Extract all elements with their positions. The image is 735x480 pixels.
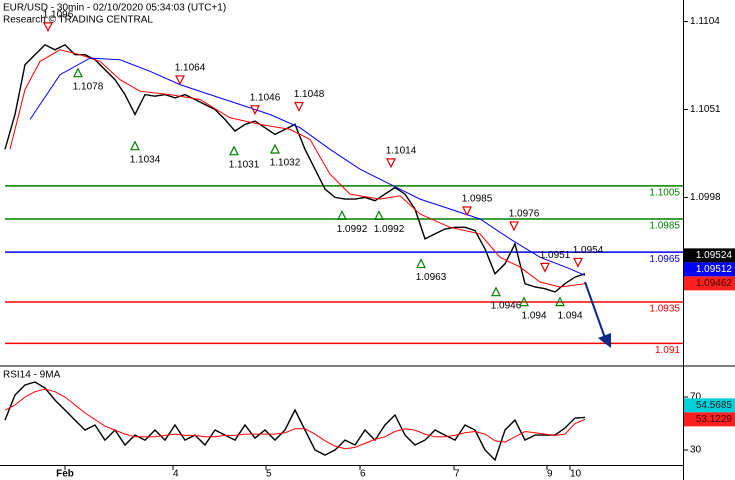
- annotation-label: 1.1031: [229, 159, 260, 170]
- y-tick-label: 30: [690, 445, 702, 456]
- last-value-box: [684, 398, 735, 413]
- annotation-label: 1.094: [521, 310, 546, 321]
- x-tick-label: Feb: [56, 469, 74, 480]
- annotation-label: 1.0976: [509, 209, 540, 220]
- level-label: 1.0935: [649, 304, 680, 315]
- low-marker: [130, 140, 140, 151]
- x-tick-label: 4: [173, 469, 179, 480]
- series-line: [4, 43, 586, 293]
- x-tick-label: 6: [360, 469, 366, 480]
- low-marker: [491, 286, 501, 297]
- low-marker: [416, 258, 426, 269]
- chart-subtitle: Research © TRADING CENTRAL: [3, 15, 153, 26]
- low-marker: [374, 210, 384, 220]
- series-line: [4, 381, 586, 462]
- x-tick-label: 10: [570, 469, 582, 480]
- level-label: 1.1005: [649, 187, 680, 198]
- low-marker: [337, 210, 347, 220]
- low-marker: [519, 296, 529, 307]
- annotation-label: 1.094: [557, 310, 582, 321]
- high-marker: [540, 262, 550, 273]
- series-line: [4, 388, 586, 450]
- last-value-label: 53.1229: [696, 414, 733, 425]
- x-tick-label: 9: [547, 469, 553, 480]
- high-marker: [462, 206, 472, 217]
- annotation-label: 1.1048: [294, 89, 325, 100]
- high-marker: [294, 101, 304, 112]
- high-marker: [175, 75, 185, 86]
- low-marker: [73, 67, 83, 78]
- chart-title: EUR/USD - 30min - 02/10/2020 05:34:03 (U…: [3, 3, 226, 14]
- arrow-head: [598, 333, 611, 348]
- annotation-label: 1.1078: [73, 81, 104, 92]
- annotation-label: 1.0992: [337, 224, 368, 235]
- last-value-box: [684, 276, 735, 291]
- annotation-label: 1.1034: [130, 154, 161, 165]
- level-label: 1.091: [655, 345, 680, 356]
- y-tick-label: 70: [690, 392, 702, 403]
- high-marker: [573, 257, 583, 268]
- annotation-label: 1.0963: [416, 272, 447, 283]
- high-marker: [509, 221, 519, 232]
- annotation-label: 1.1032: [270, 158, 301, 169]
- low-marker: [555, 296, 565, 307]
- last-value-label: 54.5685: [696, 400, 733, 411]
- high-marker: [250, 105, 260, 116]
- last-value-label: 1.09462: [696, 278, 733, 289]
- level-label: 1.0985: [649, 221, 680, 232]
- annotation-label: 1.0946: [491, 300, 522, 311]
- high-marker: [43, 22, 53, 33]
- annotation-label: 1.0992: [374, 224, 405, 235]
- series-line: [29, 57, 586, 276]
- x-tick-label: 7: [454, 469, 460, 480]
- annotation-label: 1.0951: [540, 250, 571, 261]
- plot: 1.1005 1.0985 1.0965 1.0935 1.091 1.1096 1.107…: [4, 9, 683, 462]
- annotation-label: 1.1096: [43, 9, 74, 20]
- level-label: 1.0965: [649, 254, 680, 265]
- rsi-title: RSI14 - 9MA: [3, 370, 61, 381]
- annotation-label: 1.1046: [250, 92, 281, 103]
- last-value-label: 1.09512: [696, 264, 733, 275]
- x-tick-label: 5: [266, 469, 272, 480]
- annotation-label: 1.1014: [386, 146, 417, 157]
- series-line: [9, 49, 586, 288]
- high-marker: [386, 158, 396, 169]
- projection-arrow: [584, 281, 606, 339]
- low-marker: [270, 143, 280, 154]
- annotation-label: 1.0985: [462, 194, 493, 205]
- y-tick-label: 1.0998: [690, 192, 721, 203]
- y-tick-label: 1.1104: [690, 16, 720, 27]
- last-value-label: 1.09524: [696, 250, 733, 261]
- last-value-box: [684, 248, 735, 263]
- low-marker: [229, 145, 239, 156]
- annotation-label: 1.1064: [175, 63, 206, 74]
- last-value-box: [684, 262, 735, 277]
- annotation-label: 1.0954: [573, 245, 604, 256]
- last-value-box: [684, 412, 735, 427]
- y-tick-label: 1.1051: [690, 104, 721, 115]
